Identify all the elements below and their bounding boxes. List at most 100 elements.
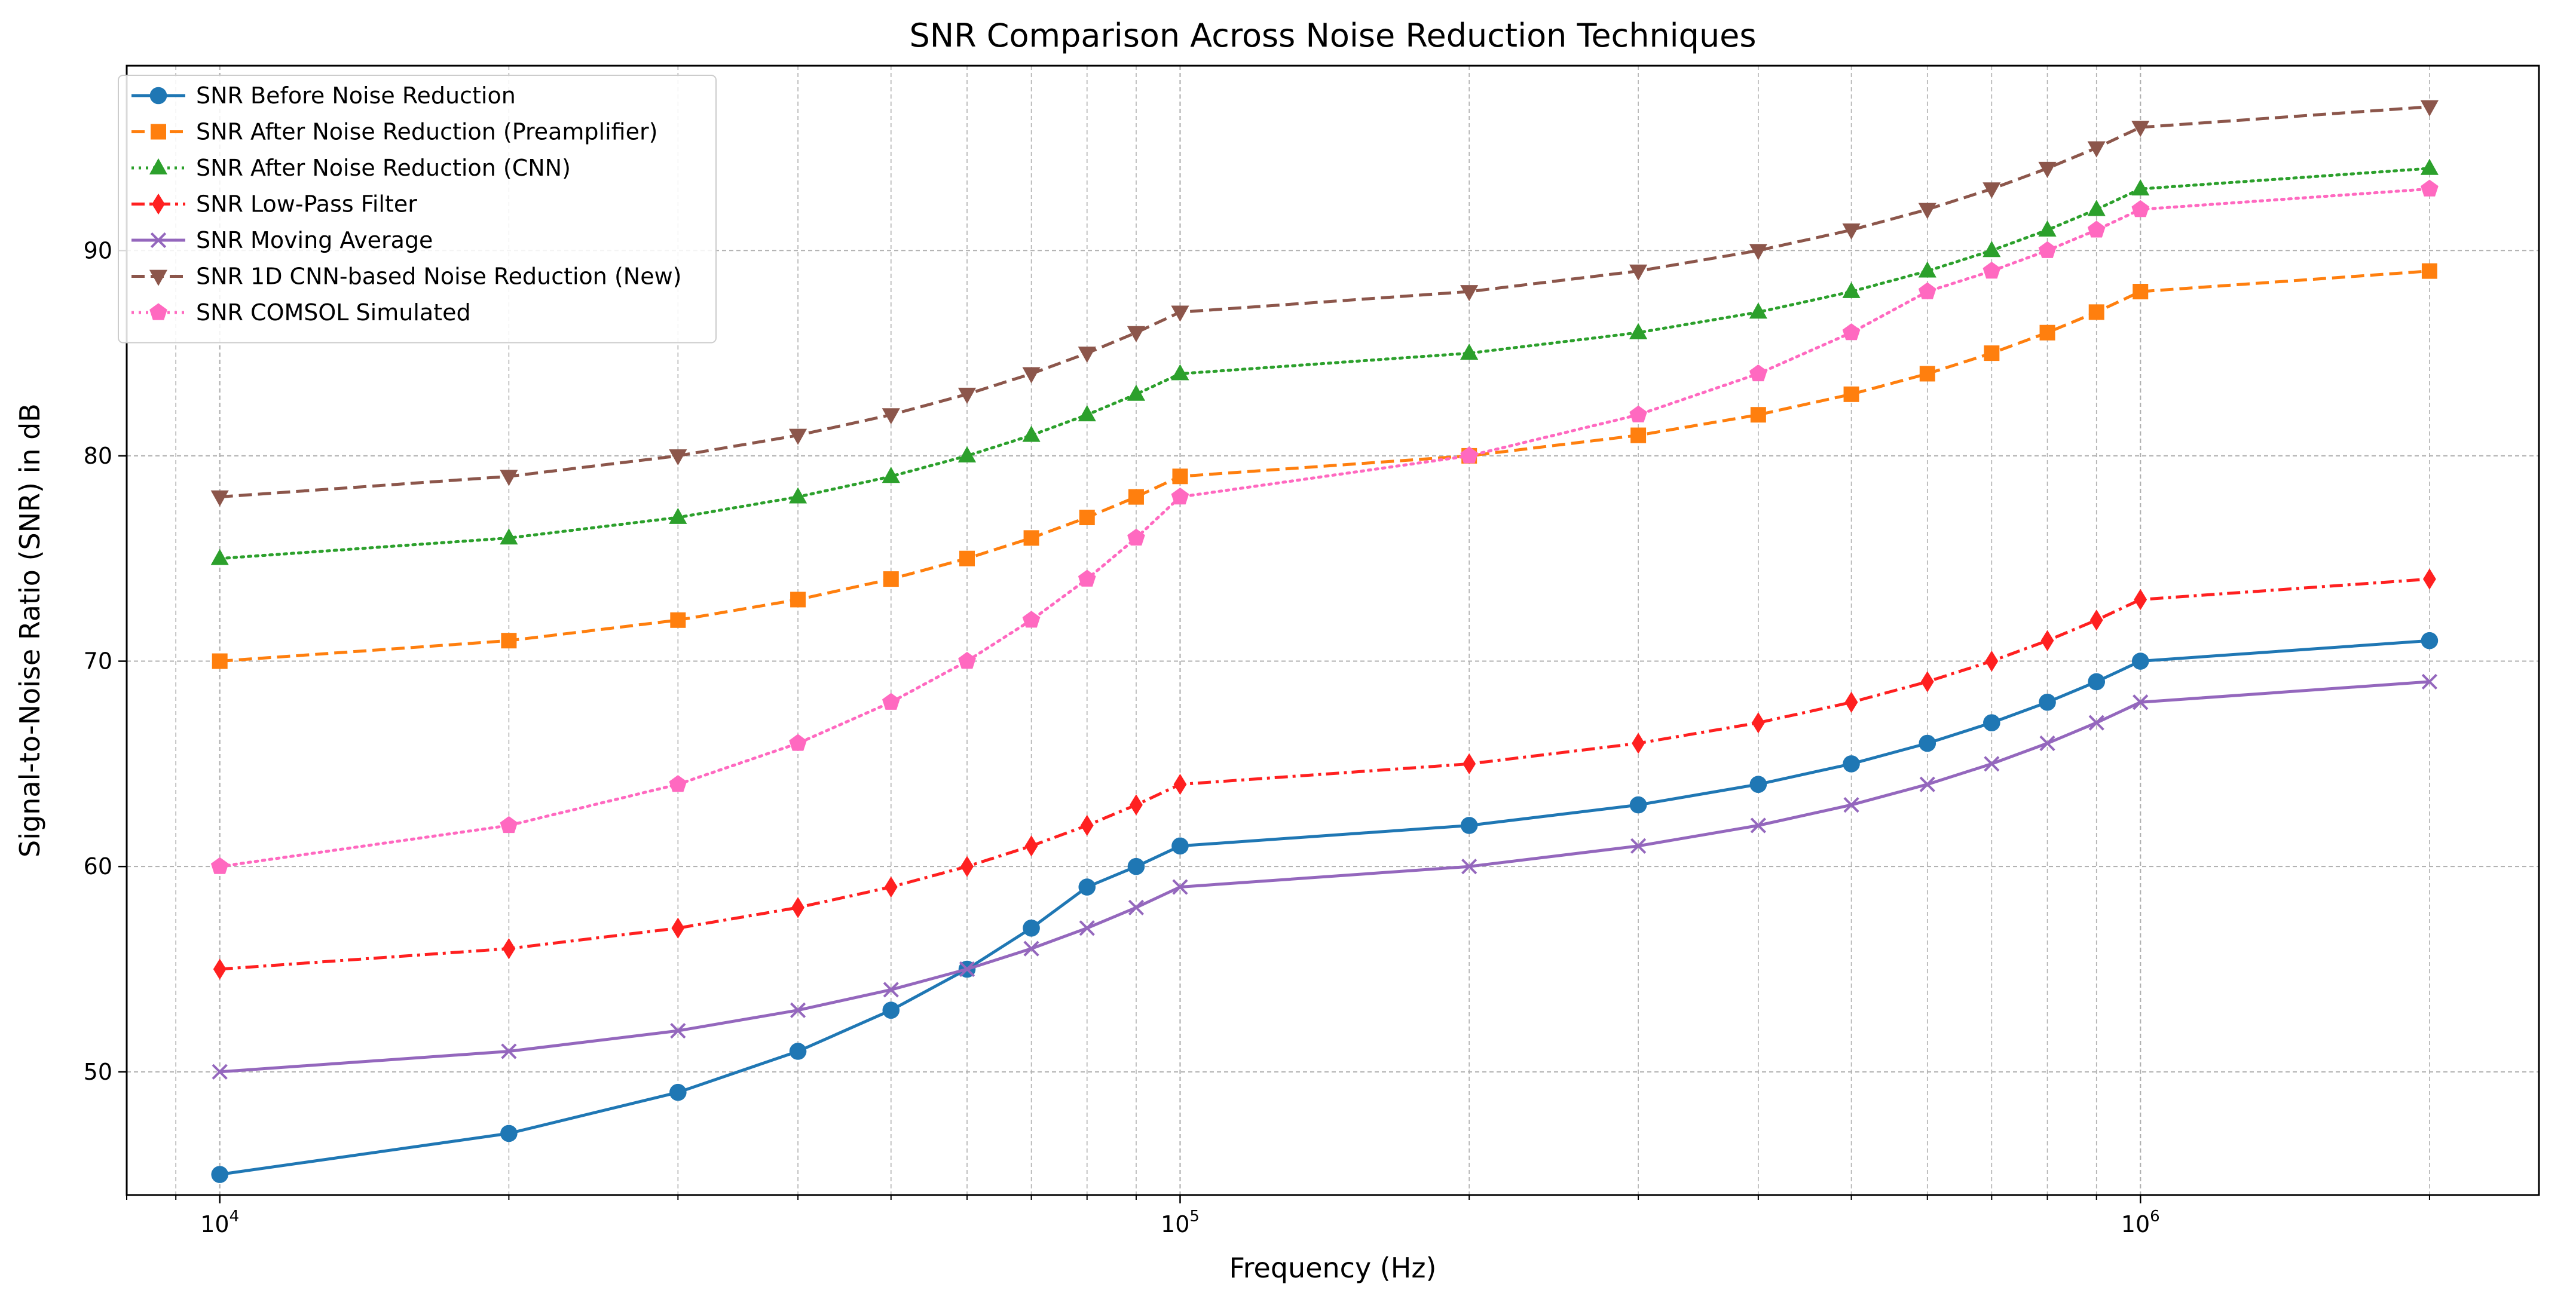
data-point <box>669 449 687 466</box>
data-point <box>788 487 807 504</box>
data-point <box>1751 712 1765 734</box>
data-point <box>2131 200 2150 217</box>
series-6 <box>210 179 2439 874</box>
data-point <box>1843 796 1859 813</box>
series-0 <box>211 632 2439 1183</box>
data-point <box>2131 652 2149 670</box>
data-point <box>1919 366 1935 382</box>
y-tick-label: 50 <box>84 1059 112 1085</box>
data-point <box>1079 510 1095 525</box>
data-point <box>790 592 806 608</box>
data-point <box>1127 384 1146 401</box>
data-point <box>1749 776 1767 793</box>
data-point <box>1023 919 1040 937</box>
data-point <box>2038 241 2057 258</box>
data-point <box>1023 530 1039 546</box>
data-point <box>2421 179 2439 197</box>
data-point <box>500 528 518 545</box>
data-point <box>1750 407 1766 423</box>
data-point <box>1919 734 1936 752</box>
legend-marker <box>149 158 168 174</box>
data-point <box>502 937 516 960</box>
data-point <box>501 1043 517 1059</box>
x-tick-exponent: 4 <box>230 1208 240 1225</box>
legend-item: SNR COMSOL Simulated <box>131 299 471 326</box>
data-point <box>883 571 899 587</box>
data-point <box>1629 796 1647 814</box>
data-point <box>1080 814 1094 837</box>
data-point <box>959 961 975 978</box>
data-point <box>500 470 518 486</box>
x-tick-label: 106 <box>2121 1208 2160 1237</box>
data-point <box>2133 284 2149 299</box>
data-point <box>2421 263 2437 279</box>
legend-label: SNR COMSOL Simulated <box>196 299 471 326</box>
data-point <box>1173 774 1187 795</box>
data-point <box>1749 364 1767 382</box>
data-point <box>1127 326 1146 342</box>
data-point <box>957 387 977 404</box>
data-point <box>1460 446 1478 464</box>
data-point <box>2088 304 2104 320</box>
y-tick-label: 90 <box>84 237 112 264</box>
data-point <box>1920 671 1934 693</box>
x-tick-exponent: 5 <box>1189 1208 1200 1225</box>
data-point <box>790 1002 806 1018</box>
data-point <box>1842 223 1861 240</box>
data-point <box>670 612 686 628</box>
data-point <box>210 490 229 507</box>
legend-marker <box>149 303 167 320</box>
data-point <box>1919 776 1935 792</box>
data-point <box>669 775 687 792</box>
legend-marker <box>150 232 167 249</box>
series-3 <box>213 568 2436 980</box>
data-point <box>1172 879 1188 895</box>
data-point <box>1749 302 1767 319</box>
y-axis-title: Signal-to-Noise Ratio (SNR) in dB <box>14 403 46 857</box>
data-point <box>1022 611 1041 628</box>
data-point <box>1983 714 2000 731</box>
data-point <box>1983 262 2001 279</box>
data-point <box>2423 568 2436 590</box>
data-point <box>1171 837 1189 855</box>
legend-label: SNR 1D CNN-based Noise Reduction (New) <box>196 264 682 290</box>
legend-item: SNR 1D CNN-based Noise Reduction (New) <box>131 264 682 290</box>
data-point <box>1984 756 2000 772</box>
legend-label: SNR Moving Average <box>196 227 433 253</box>
data-point <box>1844 691 1858 713</box>
legend-item: SNR Moving Average <box>131 227 433 253</box>
data-point <box>1078 347 1096 363</box>
data-point <box>2133 694 2149 710</box>
data-point <box>1171 488 1189 505</box>
data-point <box>2420 158 2439 175</box>
data-point <box>1128 489 1144 505</box>
x-tick-exponent: 6 <box>2150 1208 2160 1225</box>
data-point <box>671 917 685 939</box>
data-point <box>2131 179 2150 196</box>
series-4 <box>212 673 2438 1080</box>
data-point <box>958 651 976 669</box>
data-point <box>1460 817 1478 834</box>
data-point <box>1918 282 1936 299</box>
data-point <box>791 897 804 918</box>
series-1 <box>212 263 2437 669</box>
data-point <box>2039 324 2055 341</box>
data-point <box>1749 244 1767 261</box>
legend-marker <box>152 193 165 215</box>
legend-label: SNR Before Noise Reduction <box>196 82 516 109</box>
series-line <box>219 680 2430 1074</box>
legend-label: SNR After Noise Reduction (Preamplifier) <box>196 119 657 145</box>
legend-frame <box>118 75 717 344</box>
data-point <box>882 467 900 483</box>
y-tick-label: 60 <box>84 853 112 880</box>
data-point <box>1842 323 1861 341</box>
legend-item: SNR After Noise Reduction (Preamplifier) <box>131 119 657 145</box>
legend-marker <box>151 124 166 140</box>
data-point <box>1128 899 1145 916</box>
data-point <box>789 1043 807 1060</box>
legend-marker <box>149 87 167 105</box>
data-point <box>1750 817 1766 834</box>
data-point <box>1172 468 1188 485</box>
